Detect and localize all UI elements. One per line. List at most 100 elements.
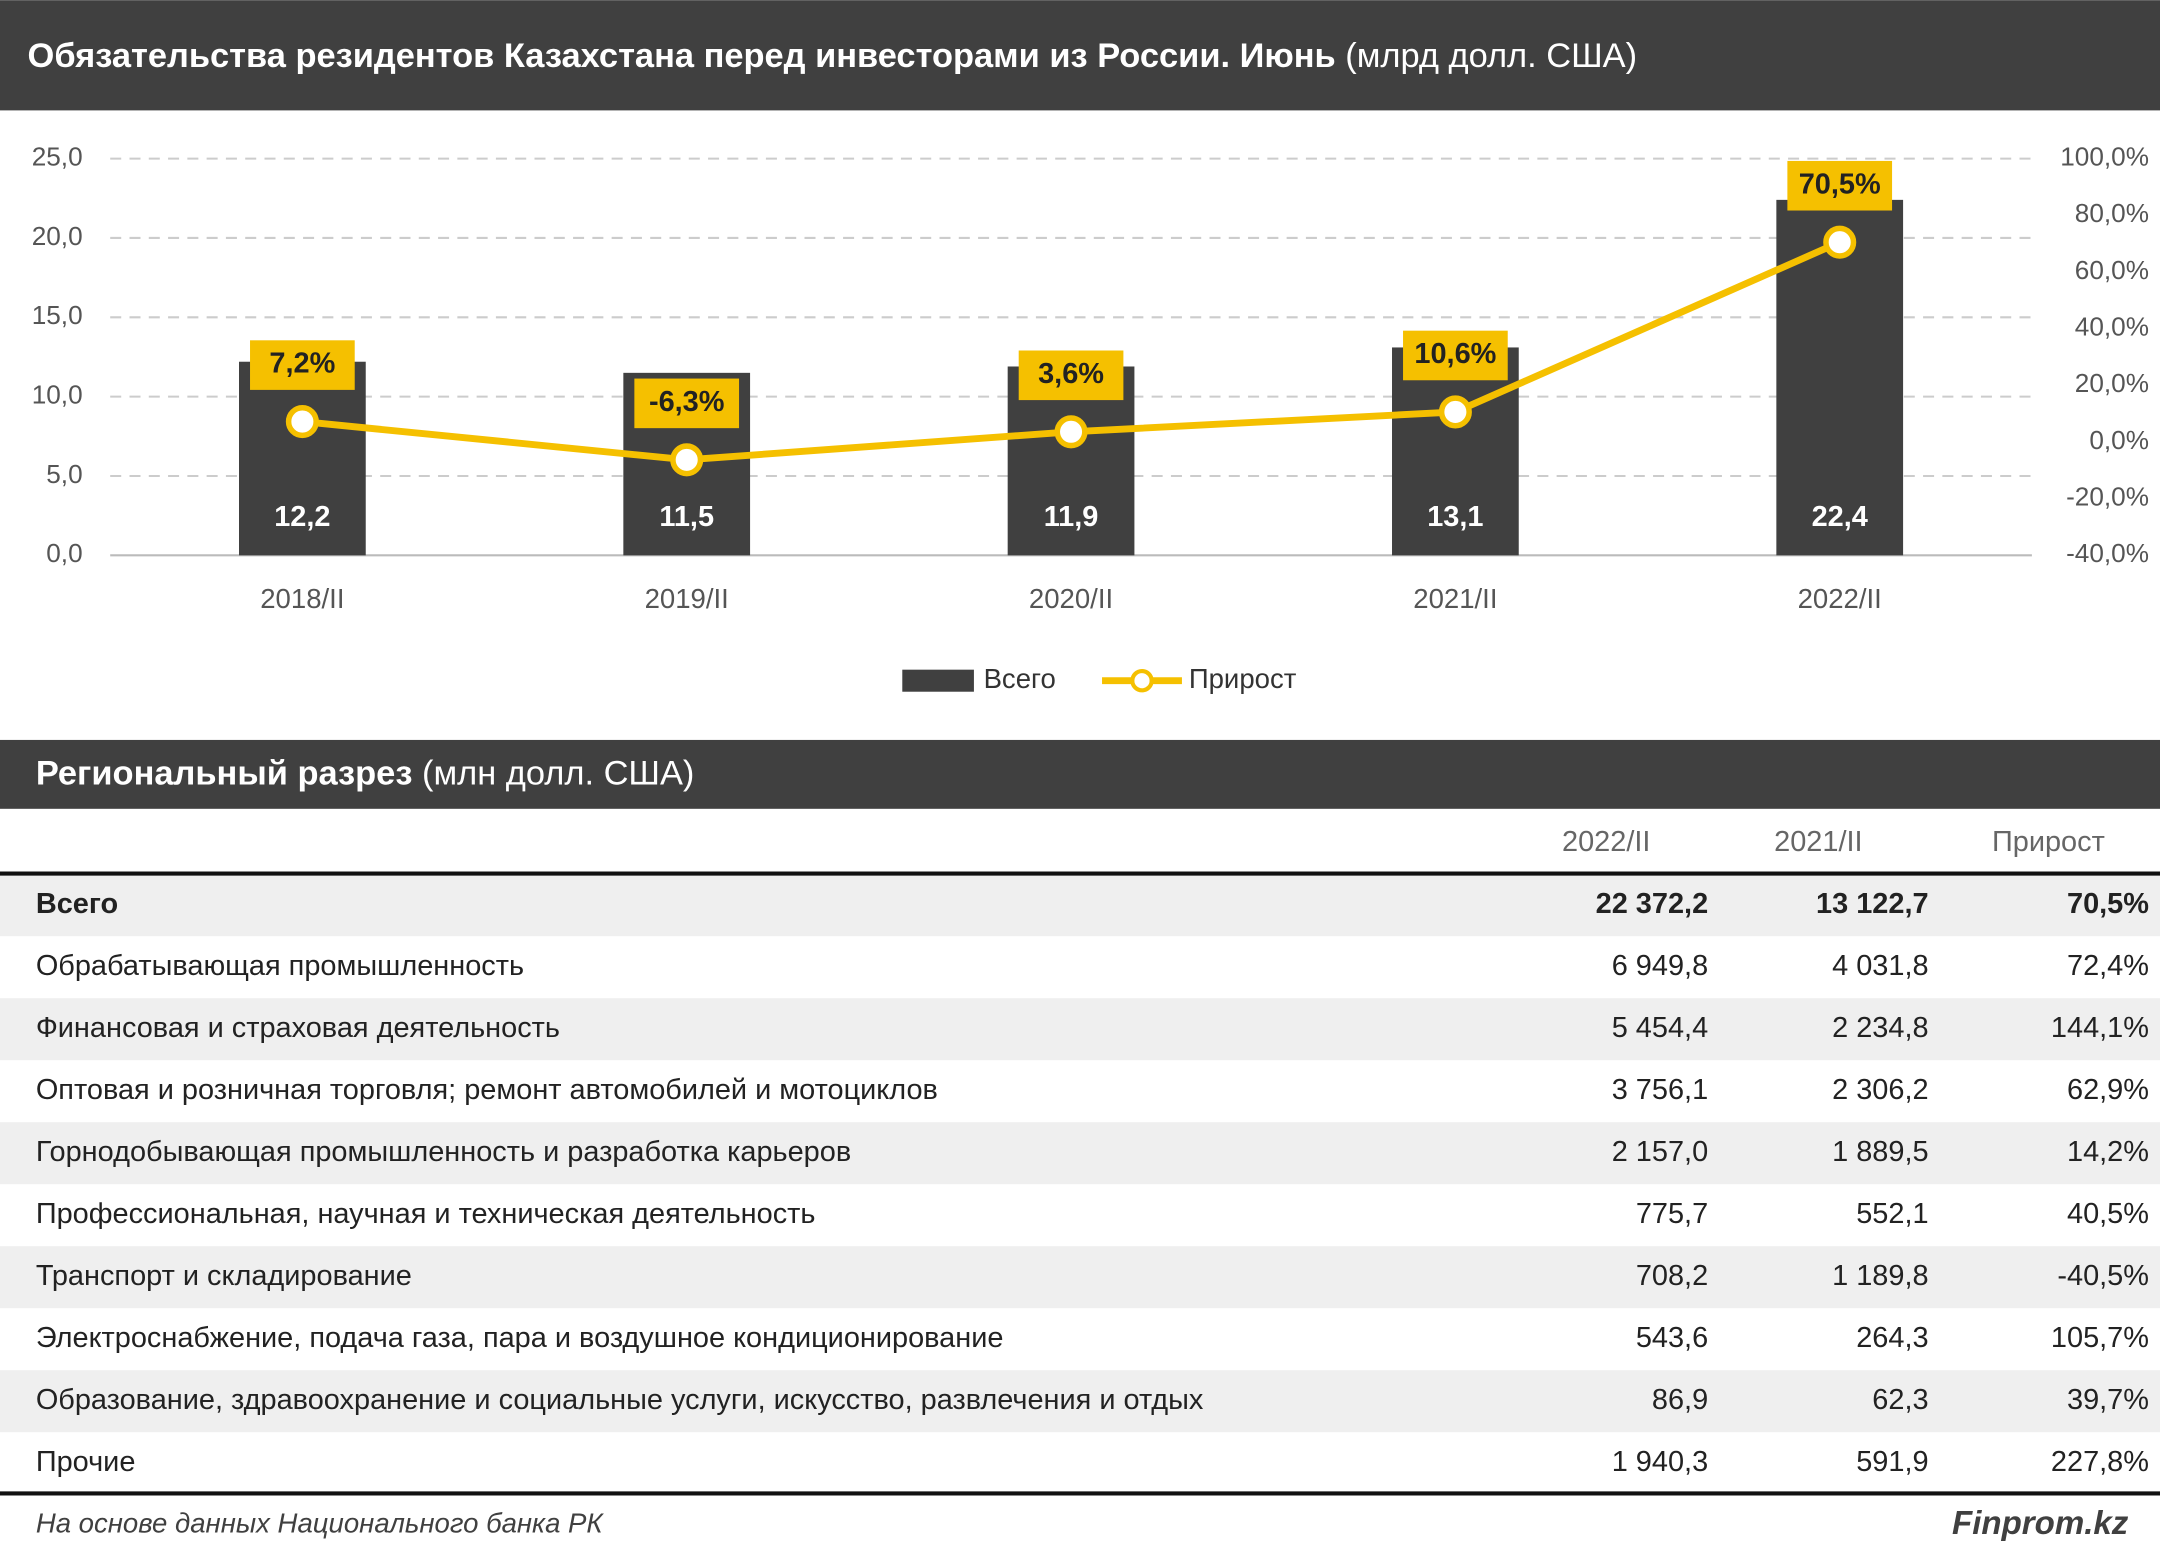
- table-cell: 62,3: [1872, 1384, 1928, 1416]
- table-cell: 1 889,5: [1832, 1136, 1928, 1168]
- table-cell: Оптовая и розничная торговля; ремонт авт…: [36, 1074, 938, 1106]
- table-cell: 5 454,4: [1612, 1012, 1708, 1044]
- title-main: Обязательства резидентов Казахстана пере…: [28, 37, 1336, 75]
- bar: [239, 361, 366, 556]
- x-tick-label: 2018/II: [260, 583, 344, 614]
- brand: Finprom.kz: [1952, 1505, 2129, 1542]
- y-tick-label: 5,0: [46, 459, 82, 489]
- table-cell: 40,5%: [2067, 1198, 2149, 1230]
- section-bar: [0, 739, 2160, 809]
- table-cell: Финансовая и страховая деятельность: [36, 1012, 560, 1044]
- table-cell: 708,2: [1636, 1260, 1708, 1292]
- table-cell: 3 756,1: [1612, 1074, 1708, 1106]
- column-header: 2022/II: [1562, 826, 1650, 858]
- table-cell: 72,4%: [2067, 950, 2149, 982]
- table-cell: Электроснабжение, подача газа, пара и во…: [36, 1322, 1004, 1354]
- header-bar: [0, 0, 2160, 111]
- line-marker: [285, 405, 319, 439]
- label-box: [250, 340, 355, 390]
- table-cell: 775,7: [1636, 1198, 1708, 1230]
- legend-marker: [1130, 668, 1154, 693]
- table-cell: Горнодобывающая промышленность и разрабо…: [36, 1136, 851, 1168]
- bar-label: 13,1: [1427, 501, 1483, 533]
- column-header: Прирост: [1992, 826, 2105, 858]
- label-box: [1787, 160, 1893, 211]
- y2-tick-label: -40,0%: [2066, 538, 2149, 568]
- line-label: 70,5%: [1799, 168, 1881, 200]
- table-cell: 227,8%: [2051, 1446, 2149, 1478]
- y2-tick-label: 80,0%: [2075, 198, 2149, 228]
- table-cell: 591,9: [1856, 1446, 1928, 1478]
- table-cell: 4 031,8: [1832, 950, 1928, 982]
- row-shade: [0, 874, 2160, 937]
- table-cell: 1 940,3: [1612, 1446, 1708, 1478]
- line-marker: [1054, 415, 1088, 449]
- y-tick-label: 25,0: [32, 142, 83, 172]
- row-shade: [0, 1246, 2160, 1309]
- table-cell: 13 122,7: [1816, 888, 1929, 920]
- row-shade: [0, 1122, 2160, 1185]
- x-tick-label: 2020/II: [1029, 583, 1113, 614]
- table-cell: 144,1%: [2051, 1012, 2149, 1044]
- table-cell: 105,7%: [2051, 1322, 2149, 1354]
- y2-tick-label: 20,0%: [2075, 368, 2149, 398]
- chart-title: Обязательства резидентов Казахстана пере…: [28, 37, 1638, 75]
- bar-label: 11,9: [1044, 501, 1099, 533]
- y2-tick-label: 40,0%: [2075, 312, 2149, 342]
- line-label: 10,6%: [1414, 338, 1496, 370]
- bar-label: 11,5: [659, 501, 714, 533]
- legend-swatch: [902, 669, 974, 692]
- table-cell: 1 189,8: [1832, 1260, 1928, 1292]
- y-tick-label: 15,0: [32, 300, 83, 330]
- table-cell: 22 372,2: [1596, 888, 1709, 920]
- table-cell: 552,1: [1856, 1198, 1928, 1230]
- section-title: Региональный разрез (млн долл. США): [36, 755, 695, 793]
- table-cell: 70,5%: [2067, 888, 2149, 920]
- y2-tick-label: -20,0%: [2066, 482, 2149, 512]
- table-cell: Образование, здравоохранение и социальны…: [36, 1384, 1204, 1416]
- line-marker: [1823, 225, 1857, 259]
- row-shade: [0, 998, 2160, 1061]
- table-cell: Профессиональная, научная и техническая …: [36, 1198, 816, 1230]
- table-cell: Прочие: [36, 1446, 136, 1478]
- table-cell: -40,5%: [2057, 1260, 2149, 1292]
- table-cell: 62,9%: [2067, 1074, 2149, 1106]
- y2-tick-label: 100,0%: [2060, 142, 2149, 172]
- table-cell: 39,7%: [2067, 1384, 2149, 1416]
- table-cell: 264,3: [1856, 1322, 1928, 1354]
- legend-label: Всего: [984, 663, 1056, 694]
- line-marker: [1438, 395, 1472, 429]
- table-cell: Обрабатывающая промышленность: [36, 950, 524, 982]
- bar-label: 12,2: [274, 501, 330, 533]
- table-cell: 543,6: [1636, 1322, 1708, 1354]
- bar: [1392, 347, 1519, 556]
- table-cell: 6 949,8: [1612, 950, 1708, 982]
- line-label: 7,2%: [269, 348, 335, 380]
- y2-tick-label: 60,0%: [2075, 255, 2149, 285]
- table-cell: 14,2%: [2067, 1136, 2149, 1168]
- y2-tick-label: 0,0%: [2089, 425, 2149, 455]
- x-tick-label: 2021/II: [1413, 583, 1497, 614]
- y-tick-label: 20,0: [32, 221, 83, 251]
- title-unit: (млрд долл. США): [1345, 37, 1637, 75]
- x-tick-label: 2022/II: [1798, 583, 1882, 614]
- y-tick-label: 0,0: [46, 538, 82, 568]
- y-tick-label: 10,0: [32, 380, 83, 410]
- table-cell: 86,9: [1652, 1384, 1708, 1416]
- bar-label: 22,4: [1812, 501, 1868, 533]
- table-cell: Транспорт и складирование: [36, 1260, 412, 1292]
- table-cell: Всего: [36, 888, 118, 920]
- column-header: 2021/II: [1774, 826, 1862, 858]
- legend-label: Прирост: [1189, 663, 1297, 694]
- table-cell: 2 306,2: [1832, 1074, 1928, 1106]
- line-label: -6,3%: [649, 386, 725, 418]
- label-box: [1403, 330, 1508, 381]
- line-marker: [670, 443, 704, 477]
- source: На основе данных Национального банка РК: [36, 1507, 605, 1538]
- section-main: Региональный разрез: [36, 755, 413, 793]
- table-cell: 2 234,8: [1832, 1012, 1928, 1044]
- label-box: [634, 378, 740, 429]
- row-shade: [0, 1370, 2160, 1433]
